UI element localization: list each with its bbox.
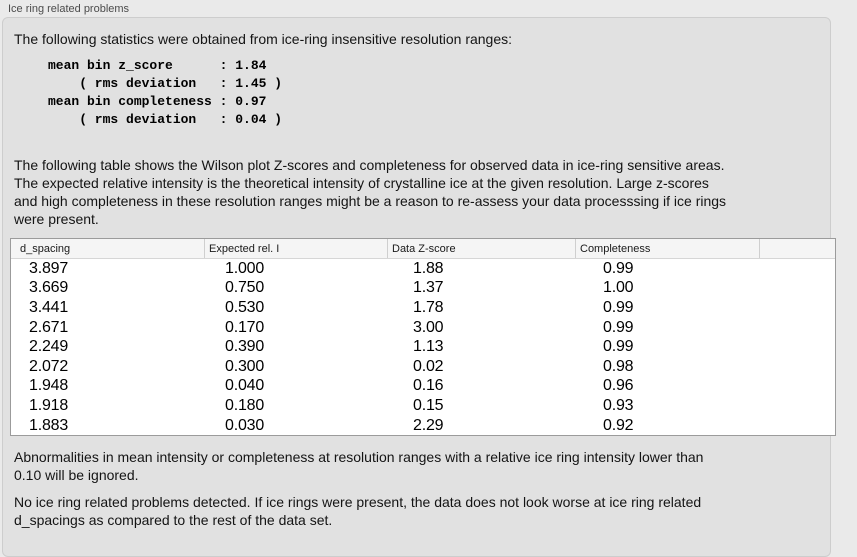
table-cell: 1.948 [29, 377, 69, 395]
table-row[interactable]: 2.249 0.390 1.13 0.99 [11, 337, 835, 357]
table-cell: 1.000 [225, 259, 265, 277]
ice-ring-group-box: The following statistics were obtained f… [2, 17, 836, 557]
column-header-data-z-score[interactable]: Data Z-score [387, 239, 575, 258]
ice-ring-table: d_spacing Expected rel. I Data Z-score C… [10, 238, 836, 437]
stats-summary-block: mean bin z_score : 1.84 ( rms deviation … [48, 58, 283, 127]
table-cell: 1.918 [29, 396, 69, 414]
table-header-row: d_spacing Expected rel. I Data Z-score C… [11, 239, 835, 259]
table-cell: 3.00 [413, 318, 444, 336]
table-row[interactable]: 3.441 0.530 1.78 0.99 [11, 298, 835, 318]
table-cell: 1.88 [413, 259, 444, 277]
table-cell: 0.99 [603, 298, 634, 316]
table-cell: 0.030 [225, 416, 265, 434]
table-cell: 0.96 [603, 377, 634, 395]
table-row[interactable]: 1.918 0.180 0.15 0.93 [11, 396, 835, 416]
table-cell: 1.883 [29, 416, 69, 434]
conclusion-text: No ice ring related problems detected. I… [14, 494, 702, 529]
table-cell: 1.37 [413, 279, 444, 297]
table-cell: 3.897 [29, 259, 69, 277]
table-cell: 0.93 [603, 396, 634, 414]
column-header-expected-rel-i[interactable]: Expected rel. I [204, 239, 387, 258]
column-header-d-spacing[interactable]: d_spacing [20, 242, 71, 255]
table-cell: 3.669 [29, 279, 69, 297]
table-cell: 2.29 [413, 416, 444, 434]
ice-ring-panel: { "panel": { "title": "Ice ring related … [2, 3, 836, 557]
table-cell: 0.750 [225, 279, 265, 297]
table-cell: 3.441 [29, 298, 69, 316]
table-cell: 0.170 [225, 318, 265, 336]
table-cell: 0.530 [225, 298, 265, 316]
table-row[interactable]: 1.883 0.030 2.29 0.92 [11, 416, 835, 436]
table-cell: 2.072 [29, 357, 69, 375]
table-cell: 0.99 [603, 338, 634, 356]
table-description-text: The following table shows the Wilson plo… [14, 157, 727, 227]
table-cell: 0.300 [225, 357, 265, 375]
table-cell: 0.92 [603, 416, 634, 434]
table-row[interactable]: 2.671 0.170 3.00 0.99 [11, 318, 835, 338]
column-header-completeness[interactable]: Completeness [575, 239, 759, 258]
table-row[interactable]: 3.669 0.750 1.37 1.00 [11, 279, 835, 299]
table-cell: 0.99 [603, 318, 634, 336]
table-cell: 1.78 [413, 298, 444, 316]
panel-title: Ice ring related problems [8, 3, 130, 15]
table-cell: 0.040 [225, 377, 265, 395]
table-cell: 2.671 [29, 318, 69, 336]
table-cell: 0.16 [413, 377, 444, 395]
ignore-note-text: Abnormalities in mean intensity or compl… [14, 449, 704, 484]
table-cell: 0.02 [413, 357, 444, 375]
table-row[interactable]: 3.897 1.000 1.88 0.99 [11, 259, 835, 279]
table-cell: 1.00 [603, 279, 634, 297]
table-cell: 0.15 [413, 396, 444, 414]
table-row[interactable]: 1.948 0.040 0.16 0.96 [11, 377, 835, 397]
table-cell: 0.99 [603, 259, 634, 277]
table-cell: 0.98 [603, 357, 634, 375]
table-cell: 1.13 [413, 338, 444, 356]
table-cell: 0.390 [225, 338, 265, 356]
ice-table-body: 3.897 1.000 1.88 0.99 3.669 0.750 1.37 1.00 3.44… [11, 259, 835, 435]
table-row[interactable]: 2.072 0.300 0.02 0.98 [11, 357, 835, 377]
table-cell: 2.249 [29, 338, 69, 356]
table-cell: 0.180 [225, 396, 265, 414]
column-header-empty [759, 239, 835, 258]
intro-text: The following statistics were obtained f… [14, 31, 513, 47]
